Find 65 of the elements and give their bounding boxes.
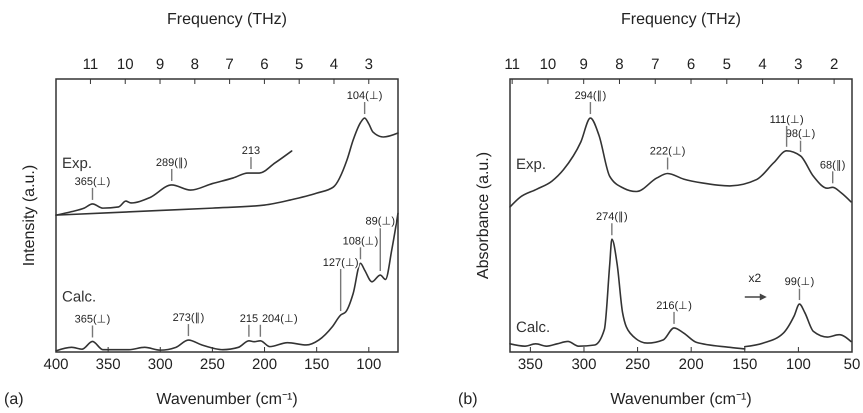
annotation: 365(⊥) bbox=[74, 313, 110, 326]
x2-axis-title: Frequency (THz) bbox=[166, 11, 288, 28]
annotation: x2 bbox=[748, 271, 762, 285]
annotation: 216(⊥) bbox=[656, 300, 692, 312]
x-tick-label: 350 bbox=[96, 356, 121, 373]
x2-tick-label: 3 bbox=[794, 56, 803, 73]
x2-tick-label: 5 bbox=[722, 56, 731, 73]
text: Exp. bbox=[62, 155, 92, 172]
annotation: 127(⊥) bbox=[322, 257, 358, 270]
x2-tick-label: 11 bbox=[504, 56, 520, 73]
annotation: 89(⊥) bbox=[365, 215, 396, 228]
y-axis-title: Absorbance (a.u.) bbox=[475, 152, 492, 280]
x2-axis-title: Frequency (THz) bbox=[620, 11, 742, 28]
x2-tick-label: 7 bbox=[225, 56, 234, 73]
x-tick-label: 150 bbox=[304, 356, 330, 373]
x-axis-title: Wavenumber (cm⁻¹) bbox=[610, 391, 752, 408]
x-tick-label: 150 bbox=[732, 356, 758, 373]
annotation: 204(⊥) bbox=[262, 312, 298, 325]
x2-tick-label: 8 bbox=[615, 56, 624, 73]
x-axis-title: Wavenumber (cm⁻¹) bbox=[156, 391, 298, 408]
x2-tick-label: 4 bbox=[330, 56, 338, 73]
series-label: Exp. bbox=[516, 156, 546, 174]
x-tick-label: 200 bbox=[252, 356, 278, 373]
x-tick-label: 400 bbox=[43, 356, 69, 373]
text: (a) bbox=[4, 391, 24, 408]
x-tick-label: 100 bbox=[356, 356, 382, 373]
annotation: 213 bbox=[242, 145, 260, 158]
x2-tick-label: 2 bbox=[830, 56, 838, 73]
annotation: 289(∥) bbox=[156, 156, 188, 169]
series-label: Calc. bbox=[516, 318, 550, 336]
x-tick-label: 300 bbox=[148, 356, 173, 373]
x2-tick-label: 10 bbox=[540, 56, 556, 73]
x-tick-label: 350 bbox=[518, 356, 543, 373]
annotation: 294(∥) bbox=[574, 90, 606, 102]
annotation: 99(⊥) bbox=[784, 276, 814, 288]
x-tick-label: 200 bbox=[678, 356, 704, 373]
x2-tick-label: 8 bbox=[190, 56, 199, 73]
x2-tick-label: 3 bbox=[364, 56, 373, 73]
x-tick-label: 50 bbox=[844, 356, 860, 373]
annotation: 215 bbox=[240, 312, 258, 325]
x2-tick-label: 6 bbox=[686, 56, 696, 73]
text: Calc. bbox=[62, 288, 96, 306]
x2-tick-label: 11 bbox=[82, 56, 98, 73]
x2-tick-label: 10 bbox=[116, 56, 134, 73]
x-tick-label: 250 bbox=[200, 356, 225, 373]
x2-tick-label: 9 bbox=[580, 56, 588, 73]
x2-tick-label: 9 bbox=[156, 56, 164, 73]
x2-tick-label: 6 bbox=[260, 56, 269, 73]
annotation: 365(⊥) bbox=[74, 176, 110, 188]
annotation: 111(⊥) bbox=[770, 114, 804, 126]
x2-tick-label: 5 bbox=[295, 56, 304, 73]
x2-tick-label: 4 bbox=[758, 56, 767, 73]
annotation: 98(⊥) bbox=[786, 128, 816, 140]
x2-tick-label: 7 bbox=[651, 56, 660, 73]
x-tick-label: 300 bbox=[571, 356, 596, 373]
annotation: 274(∥) bbox=[596, 211, 628, 224]
x-tick-label: 250 bbox=[625, 356, 650, 373]
text: (b) bbox=[458, 391, 478, 408]
annotation: 108(⊥) bbox=[342, 235, 378, 248]
annotation: 104(⊥) bbox=[346, 90, 382, 102]
annotation: 68(∥) bbox=[820, 159, 846, 172]
x-tick-label: 100 bbox=[786, 356, 811, 373]
y-axis-title: Intensity (a.u.) bbox=[21, 164, 38, 266]
annotation: 273(∥) bbox=[172, 312, 204, 324]
annotation: 222(⊥) bbox=[650, 145, 686, 158]
